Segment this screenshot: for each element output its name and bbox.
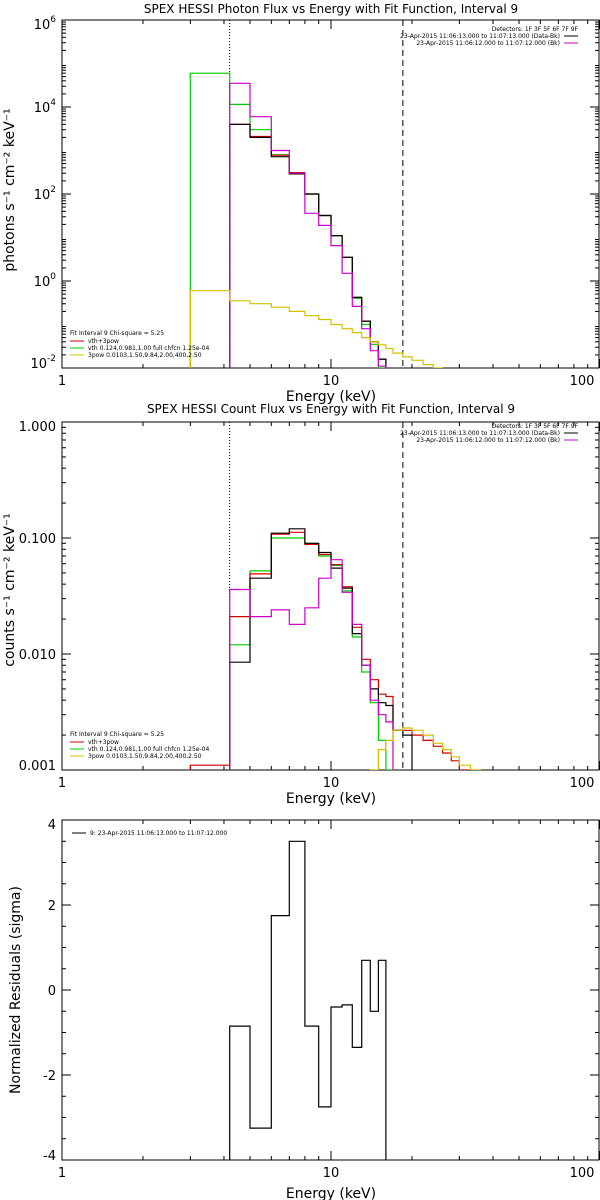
histogram-series: [229, 82, 387, 368]
plot-area: [61, 819, 600, 1161]
histogram-series: [229, 123, 387, 368]
y-tick-label: 104: [34, 98, 57, 116]
time-legend-bk: 23-Apr-2015 11:06:12.000 to 11:07:12.000…: [416, 40, 560, 47]
time-legend-data-bk: 23-Apr-2015 11:06:13.000 to 11:07:13.000…: [400, 33, 560, 40]
y-tick-label: 10-2: [30, 354, 56, 372]
x-tick-label: 1: [58, 776, 66, 791]
x-tick-label: 100: [570, 776, 595, 791]
detectors-label: Detectors: 1F 3F 5F 6F 7F 9F: [492, 423, 579, 430]
x-tick-label: 10: [323, 776, 340, 791]
y-tick-label: 0: [48, 984, 56, 999]
x-tick-label: 100: [570, 374, 595, 389]
x-tick-labels: 1 10 100: [58, 776, 595, 791]
histogram-series: [229, 528, 413, 770]
fit-legend-title: Fit Interval 9 Chi-square = 5.25: [70, 330, 164, 337]
x-tick-label: 1: [58, 374, 66, 389]
y-tick-label: 0.010: [19, 648, 56, 663]
y-tick-label: -2: [43, 1069, 56, 1084]
time-legend-data-bk: 23-Apr-2015 11:06:13.000 to 11:07:13.000…: [400, 430, 560, 437]
detectors-label: Detectors: 1F 3F 5F 6F 7F 9F: [492, 26, 579, 33]
histogram-series: [189, 531, 472, 770]
time-legend-bk: 23-Apr-2015 11:06:12.000 to 11:07:12.000…: [416, 437, 560, 444]
x-axis-label: Energy (keV): [286, 1186, 376, 1200]
histogram-series: [189, 290, 444, 368]
photon-flux-panel: SPEX HESSI Photon Flux vs Energy with Fi…: [2, 2, 600, 405]
x-axis-label: Energy (keV): [286, 389, 376, 405]
fit-legend: Fit Interval 9 Chi-square = 5.25 vth+3po…: [70, 330, 209, 359]
fit-legend-vth: vth 0.124,0.981,1.00 full chfcn 1.25e-04: [88, 746, 209, 753]
fit-legend: Fit Interval 9 Chi-square = 5.25 vth+3po…: [70, 731, 209, 760]
x-tick-label: 100: [570, 1166, 595, 1181]
time-legend: Detectors: 1F 3F 5F 6F 7F 9F 23-Apr-2015…: [400, 423, 578, 444]
y-axis-label: photons s⁻¹ cm⁻² keV⁻¹: [2, 108, 18, 271]
x-tick-labels: 1 10 100: [58, 374, 595, 389]
residual-legend: 9: 23-Apr-2015 11:06:13.000 to 11:07:12.…: [72, 830, 227, 837]
plot-area: [61, 19, 600, 369]
x-tick-label: 10: [323, 374, 340, 389]
y-tick-label: 2: [48, 899, 56, 914]
y-axis-label: Normalized Residuals (sigma): [8, 886, 24, 1094]
x-tick-label: 1: [58, 1166, 66, 1181]
fit-legend-total: vth+3pow: [88, 739, 119, 746]
panel-title: SPEX HESSI Photon Flux vs Energy with Fi…: [144, 2, 518, 16]
plot-area: [61, 421, 600, 771]
count-flux-panel: SPEX HESSI Count Flux vs Energy with Fit…: [2, 402, 600, 807]
y-tick-label: 106: [34, 15, 57, 33]
y-tick-label: 102: [34, 185, 56, 203]
y-tick-label: 100: [34, 272, 57, 290]
y-tick-labels: -4 -2 0 2 4: [43, 818, 56, 1164]
y-tick-label: 0.100: [19, 532, 56, 547]
y-tick-label: -4: [43, 1149, 56, 1164]
fit-legend-3pow: 3pow 0.0103,1.50,9.84,2.00,400,2.50: [88, 352, 202, 359]
histogram-series: [369, 727, 482, 770]
panel-title: SPEX HESSI Count Flux vs Energy with Fit…: [147, 402, 515, 416]
y-tick-label: 0.001: [19, 759, 56, 774]
y-tick-label: 1.000: [19, 420, 56, 435]
x-tick-labels: 1 10 100: [58, 1166, 595, 1181]
fit-legend-title: Fit Interval 9 Chi-square = 5.25: [70, 731, 164, 738]
histogram-series: [229, 559, 394, 770]
x-tick-label: 10: [323, 1166, 340, 1181]
y-axis-label: counts s⁻¹ cm⁻² keV⁻¹: [2, 513, 18, 667]
fit-legend-vth: vth 0.124,0.981,1.00 full chfcn 1.25e-04: [88, 345, 209, 352]
fit-legend-total: vth+3pow: [88, 338, 119, 345]
residual-legend-label: 9: 23-Apr-2015 11:06:13.000 to 11:07:12.…: [90, 830, 227, 837]
y-tick-labels: 10-2 100 102 104 106: [30, 15, 56, 372]
time-legend: Detectors: 1F 3F 5F 6F 7F 9F 23-Apr-2015…: [400, 26, 578, 47]
fit-legend-3pow: 3pow 0.0103,1.50,9.84,2.00,400,2.50: [88, 753, 202, 760]
residuals-panel: Energy (keV) Normalized Residuals (sigma…: [8, 818, 600, 1200]
histogram-series: [229, 840, 387, 1160]
y-tick-label: 4: [48, 818, 56, 833]
x-axis-label: Energy (keV): [286, 791, 376, 807]
y-tick-labels: 0.001 0.010 0.100 1.000: [19, 420, 56, 774]
